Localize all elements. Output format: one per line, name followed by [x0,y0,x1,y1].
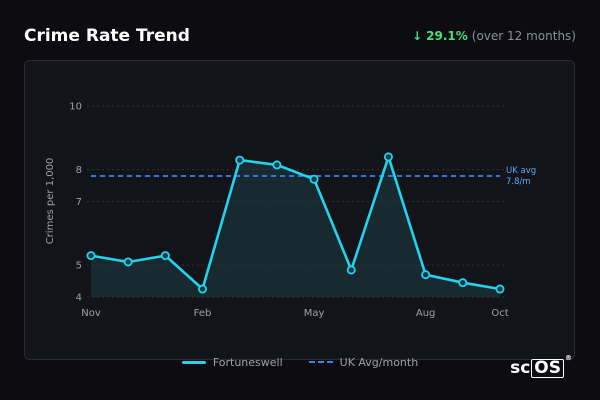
data-point-jun[interactable] [346,265,356,275]
x-tick-label: Aug [416,308,436,319]
x-tick-label: Feb [194,308,212,319]
legend-label-uk-avg: UK Avg/month [339,355,419,369]
data-point-nov[interactable] [86,251,96,261]
logo-sc: sc [510,358,531,378]
y-axis-ticks: 4 5 7 8 10 [69,102,82,304]
x-axis-ticks: Nov Feb May Aug Oct [81,308,508,319]
legend-swatch-dashed [308,361,333,363]
data-point-feb[interactable] [198,284,208,294]
series-points [86,152,505,294]
logo-os: OS [531,358,564,378]
legend-item-fortuneswell[interactable]: Fortuneswell [181,355,283,369]
data-point-jul[interactable] [383,152,393,162]
reference-label-line1: UK avg [506,166,536,176]
x-tick-label: Oct [491,308,508,319]
change-period: (over 12 months) [471,29,576,43]
down-arrow-icon: ↓ [412,29,423,43]
data-point-aug[interactable] [421,270,431,280]
reference-label-line2: 7.8/m [506,177,531,187]
legend-swatch-solid [181,360,206,364]
data-point-jan[interactable] [160,251,170,261]
change-value: 29.1% [426,29,468,43]
data-point-apr[interactable] [272,160,282,170]
y-axis-label: Crimes per 1,000 [45,158,56,245]
y-tick-label: 10 [69,102,82,113]
legend-item-uk-avg[interactable]: UK Avg/month [308,355,419,369]
y-tick-label: 7 [76,197,82,208]
data-point-oct[interactable] [495,284,505,294]
y-tick-label: 5 [76,261,82,272]
change-summary: ↓ 29.1% (over 12 months) [412,29,576,43]
chart-legend: Fortuneswell UK Avg/month [0,354,600,370]
brand-logo: sc OS ® [510,354,572,378]
legend-label-fortuneswell: Fortuneswell [212,355,283,369]
series-line-fortuneswell [90,155,501,291]
y-tick-label: 8 [76,165,82,176]
data-point-sep[interactable] [458,278,468,288]
chart-header: Crime Rate Trend ↓ 29.1% (over 12 months… [24,22,576,50]
chart-title: Crime Rate Trend [24,26,190,46]
series-area-fortuneswell [91,156,500,297]
logo-registered: ® [565,354,572,362]
data-point-may[interactable] [309,174,319,184]
x-tick-label: Nov [81,308,101,319]
y-tick-label: 4 [76,293,82,304]
data-point-dec[interactable] [123,257,133,267]
data-point-mar[interactable] [235,155,245,165]
x-tick-label: May [304,308,325,319]
